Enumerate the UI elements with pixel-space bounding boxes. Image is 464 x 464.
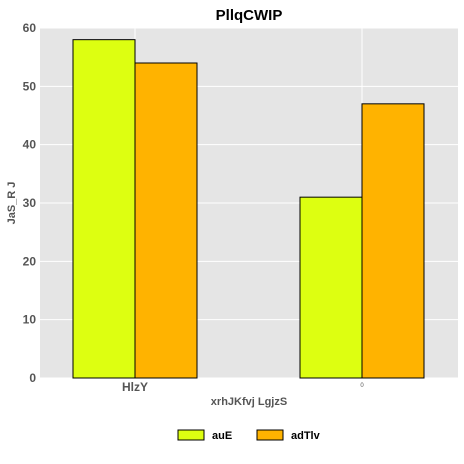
y-tick-label: 0 (29, 371, 36, 385)
chart-title: PllqCWIP (216, 7, 283, 24)
legend-label: auE (212, 430, 232, 442)
bar-auE-HlzY (72, 39, 136, 379)
y-tick-label: 60 (23, 21, 37, 35)
bar-adTlv-0 (361, 103, 425, 379)
legend-label: adTlv (291, 430, 321, 442)
legend: auE adTlv (177, 429, 321, 442)
legend-swatch-auE (177, 429, 205, 441)
y-tick-label: 50 (23, 79, 37, 93)
y-axis-label: JaS_R J (6, 182, 18, 225)
legend-swatch-adTlv (256, 429, 284, 441)
x-axis-label: xrhJKfvj LgjzS (211, 396, 287, 408)
bar-adTlv-HlzY (134, 62, 198, 379)
y-tick-label: 40 (23, 138, 37, 152)
bar-auE-0 (299, 196, 363, 379)
y-tick-labels: 0 10 20 30 40 50 60 (23, 21, 37, 385)
x-tick-labels: HlzY 0 (122, 380, 364, 394)
y-tick-label: 30 (23, 196, 37, 210)
x-tick-label: HlzY (122, 380, 148, 394)
y-tick-label: 20 (23, 254, 37, 268)
x-tick-label: 0 (360, 383, 364, 389)
bars (72, 39, 425, 379)
y-tick-label: 10 (23, 313, 37, 327)
